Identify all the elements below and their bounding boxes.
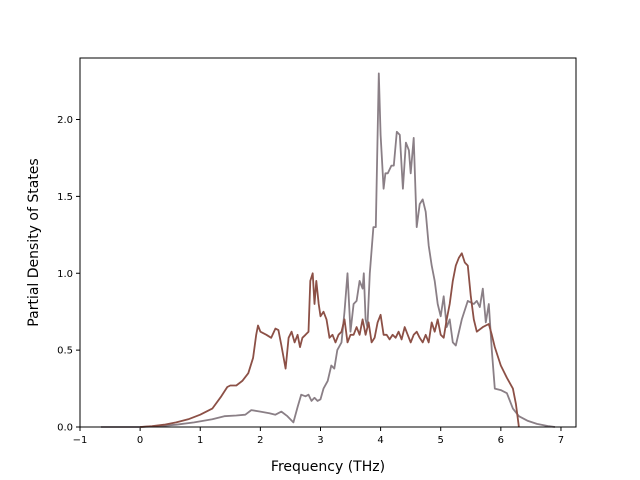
x-tick-label: 4: [377, 435, 383, 446]
y-tick-label: 2.0: [57, 115, 73, 126]
y-axis-label: Partial Density of States: [26, 158, 42, 326]
plot-frame: [79, 57, 577, 428]
x-tick-label: 0: [137, 435, 143, 446]
ticks-layer: −1 0 1 2 3 4 5 6 7 0.0 0.5 1.0 1.5 2.0: [57, 115, 564, 446]
x-tick-label: 1: [197, 435, 203, 446]
series-layer: [101, 72, 556, 428]
x-tick-label: −1: [73, 435, 88, 446]
x-tick-label: 5: [438, 435, 444, 446]
x-axis-label: Frequency (THz): [271, 459, 385, 475]
series-line-1: [101, 72, 556, 428]
series-line-2: [140, 252, 520, 428]
x-tick-label: 7: [558, 435, 564, 446]
x-tick-label: 6: [498, 435, 504, 446]
y-tick-label: 0.5: [57, 346, 73, 357]
y-tick-label: 1.5: [57, 192, 73, 203]
y-tick-label: 0.0: [57, 423, 73, 434]
x-tick-label: 3: [317, 435, 323, 446]
y-tick-label: 1.0: [57, 269, 73, 280]
x-tick-label: 2: [257, 435, 263, 446]
